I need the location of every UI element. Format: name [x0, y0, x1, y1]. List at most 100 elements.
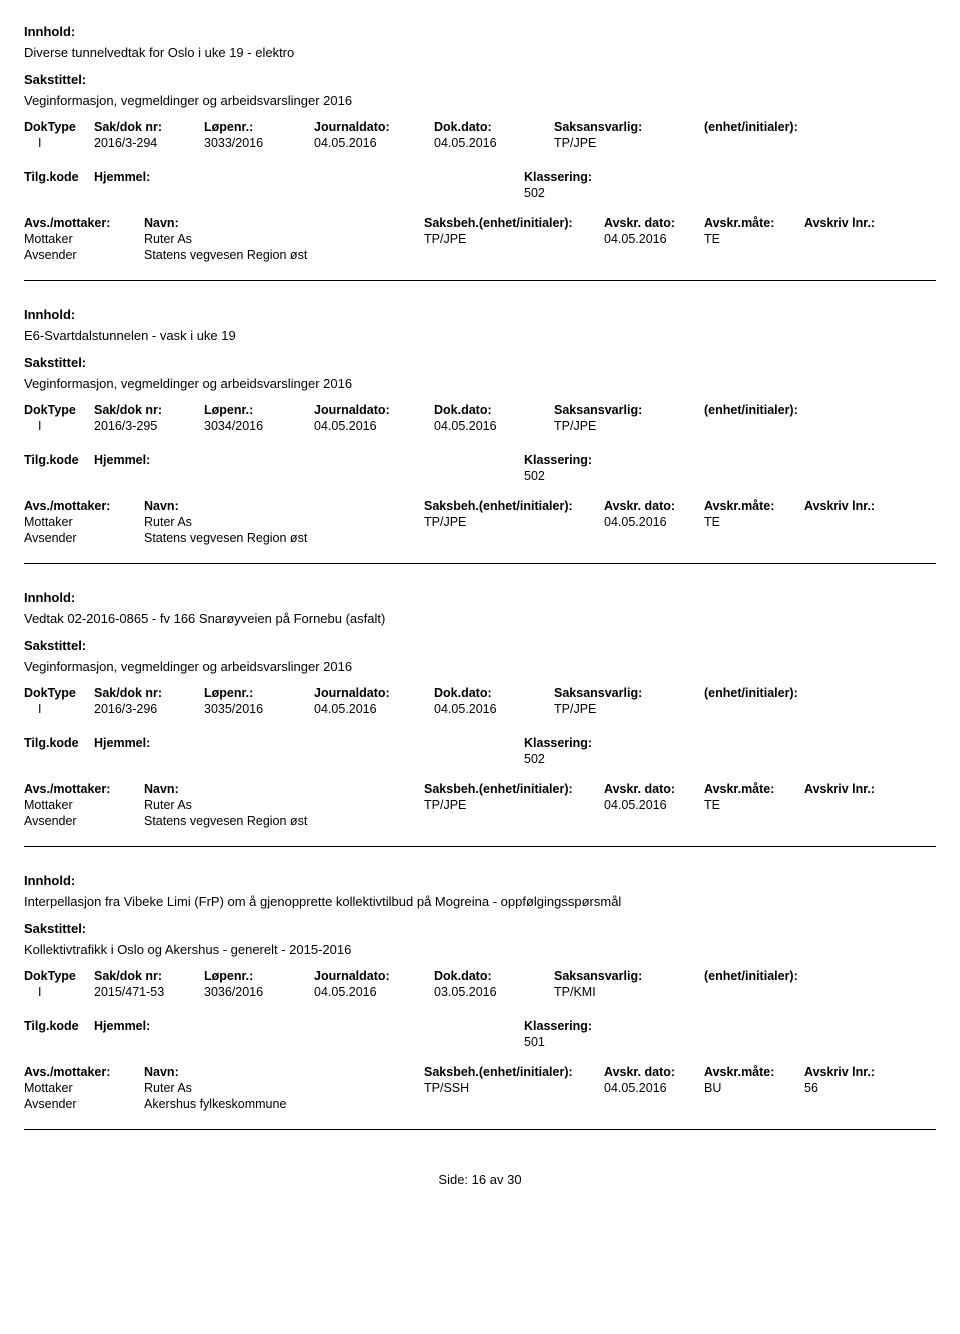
innhold-text: Diverse tunnelvedtak for Oslo i uke 19 -… [24, 45, 936, 60]
tilgkode-row: Tilg.kode Hjemmel: Klassering: 501 [24, 1019, 936, 1049]
avsender-row: Avsender Statens vegvesen Region øst [24, 248, 936, 262]
tilgkode-label: Tilg.kode [24, 453, 94, 483]
val-saksansvarlig: TP/JPE [554, 419, 704, 433]
footer-total: 30 [507, 1172, 521, 1187]
mottaker-avskrdato: 04.05.2016 [604, 232, 704, 246]
mottaker-row: Mottaker Ruter As TP/SSH 04.05.2016 BU 5… [24, 1081, 936, 1095]
klassering-value: 502 [524, 752, 874, 766]
mottaker-saksbeh: TP/SSH [424, 1081, 604, 1095]
hdr-sakdoknr: Sak/dok nr: [94, 969, 204, 983]
val-doktype: I [24, 136, 94, 150]
hdr-avskrivlnr: Avskriv lnr.: [804, 1065, 904, 1079]
val-sakdoknr: 2016/3-296 [94, 702, 204, 716]
hdr-dokdato: Dok.dato: [434, 686, 554, 700]
tilgkode-label: Tilg.kode [24, 170, 94, 200]
sakstittel-label: Sakstittel: [24, 72, 936, 87]
meta-header-row: DokType Sak/dok nr: Løpenr.: Journaldato… [24, 969, 936, 983]
hdr-enhetinitialer: (enhet/initialer): [704, 969, 864, 983]
mottaker-navn: Ruter As [144, 515, 424, 529]
sakstittel-label: Sakstittel: [24, 921, 936, 936]
mottaker-saksbeh: TP/JPE [424, 798, 604, 812]
hdr-enhetinitialer: (enhet/initialer): [704, 120, 864, 134]
hdr-lopenr: Løpenr.: [204, 686, 314, 700]
hdr-saksansvarlig: Saksansvarlig: [554, 120, 704, 134]
hdr-navn: Navn: [144, 216, 424, 230]
mottaker-row: Mottaker Ruter As TP/JPE 04.05.2016 TE [24, 515, 936, 529]
journal-entry: Innhold: E6-Svartdalstunnelen - vask i u… [24, 281, 936, 564]
hdr-saksbeh: Saksbeh.(enhet/initialer): [424, 216, 604, 230]
avsender-label: Avsender [24, 531, 144, 545]
hdr-avsmottaker: Avs./mottaker: [24, 499, 144, 513]
hdr-avskrdato: Avskr. dato: [604, 216, 704, 230]
sakstittel-text: Veginformasjon, vegmeldinger og arbeidsv… [24, 376, 936, 391]
party-header-row: Avs./mottaker: Navn: Saksbeh.(enhet/init… [24, 1065, 936, 1079]
val-lopenr: 3036/2016 [204, 985, 314, 999]
innhold-text: E6-Svartdalstunnelen - vask i uke 19 [24, 328, 936, 343]
hdr-avskrmate: Avskr.måte: [704, 216, 804, 230]
val-dokdato: 04.05.2016 [434, 419, 554, 433]
klassering-label: Klassering: [524, 453, 874, 467]
hdr-avsmottaker: Avs./mottaker: [24, 782, 144, 796]
avsender-label: Avsender [24, 814, 144, 828]
sakstittel-text: Kollektivtrafikk i Oslo og Akershus - ge… [24, 942, 936, 957]
hdr-saksansvarlig: Saksansvarlig: [554, 403, 704, 417]
klassering-value: 502 [524, 186, 874, 200]
avsender-label: Avsender [24, 1097, 144, 1111]
val-doktype: I [24, 985, 94, 999]
mottaker-label: Mottaker [24, 798, 144, 812]
hdr-avskrivlnr: Avskriv lnr.: [804, 216, 904, 230]
val-saksansvarlig: TP/JPE [554, 702, 704, 716]
mottaker-avskrdato: 04.05.2016 [604, 798, 704, 812]
footer-av-label: av [490, 1172, 504, 1187]
hdr-lopenr: Løpenr.: [204, 403, 314, 417]
val-lopenr: 3034/2016 [204, 419, 314, 433]
klassering-value: 501 [524, 1035, 874, 1049]
hdr-journaldato: Journaldato: [314, 686, 434, 700]
hdr-navn: Navn: [144, 499, 424, 513]
hdr-saksansvarlig: Saksansvarlig: [554, 969, 704, 983]
meta-value-row: I 2015/471-53 3036/2016 04.05.2016 03.05… [24, 985, 936, 999]
hdr-avsmottaker: Avs./mottaker: [24, 1065, 144, 1079]
tilgkode-label: Tilg.kode [24, 1019, 94, 1049]
hdr-enhetinitialer: (enhet/initialer): [704, 686, 864, 700]
mottaker-row: Mottaker Ruter As TP/JPE 04.05.2016 TE [24, 232, 936, 246]
klassering-value: 502 [524, 469, 874, 483]
hdr-saksbeh: Saksbeh.(enhet/initialer): [424, 782, 604, 796]
val-journaldato: 04.05.2016 [314, 419, 434, 433]
mottaker-label: Mottaker [24, 1081, 144, 1095]
val-sakdoknr: 2015/471-53 [94, 985, 204, 999]
hdr-enhetinitialer: (enhet/initialer): [704, 403, 864, 417]
val-dokdato: 04.05.2016 [434, 136, 554, 150]
val-sakdoknr: 2016/3-295 [94, 419, 204, 433]
mottaker-navn: Ruter As [144, 232, 424, 246]
mottaker-saksbeh: TP/JPE [424, 232, 604, 246]
val-saksansvarlig: TP/KMI [554, 985, 704, 999]
hdr-sakdoknr: Sak/dok nr: [94, 686, 204, 700]
hdr-saksansvarlig: Saksansvarlig: [554, 686, 704, 700]
hdr-avskrmate: Avskr.måte: [704, 499, 804, 513]
tilgkode-label: Tilg.kode [24, 736, 94, 766]
val-journaldato: 04.05.2016 [314, 985, 434, 999]
hdr-avskrmate: Avskr.måte: [704, 1065, 804, 1079]
mottaker-avskrivlnr [804, 515, 904, 529]
avsender-navn: Statens vegvesen Region øst [144, 248, 424, 262]
val-dokdato: 04.05.2016 [434, 702, 554, 716]
sakstittel-text: Veginformasjon, vegmeldinger og arbeidsv… [24, 659, 936, 674]
hdr-avskrdato: Avskr. dato: [604, 499, 704, 513]
hjemmel-label: Hjemmel: [94, 736, 524, 766]
sakstittel-text: Veginformasjon, vegmeldinger og arbeidsv… [24, 93, 936, 108]
journal-entry: Innhold: Interpellasjon fra Vibeke Limi … [24, 847, 936, 1130]
party-header-row: Avs./mottaker: Navn: Saksbeh.(enhet/init… [24, 216, 936, 230]
klassering-label: Klassering: [524, 170, 874, 184]
hdr-journaldato: Journaldato: [314, 120, 434, 134]
party-header-row: Avs./mottaker: Navn: Saksbeh.(enhet/init… [24, 782, 936, 796]
mottaker-avskrdato: 04.05.2016 [604, 515, 704, 529]
hdr-journaldato: Journaldato: [314, 403, 434, 417]
mottaker-label: Mottaker [24, 232, 144, 246]
avsender-row: Avsender Akershus fylkeskommune [24, 1097, 936, 1111]
tilgkode-row: Tilg.kode Hjemmel: Klassering: 502 [24, 736, 936, 766]
val-dokdato: 03.05.2016 [434, 985, 554, 999]
mottaker-navn: Ruter As [144, 1081, 424, 1095]
journal-entry: Innhold: Diverse tunnelvedtak for Oslo i… [24, 24, 936, 281]
mottaker-avskrdato: 04.05.2016 [604, 1081, 704, 1095]
